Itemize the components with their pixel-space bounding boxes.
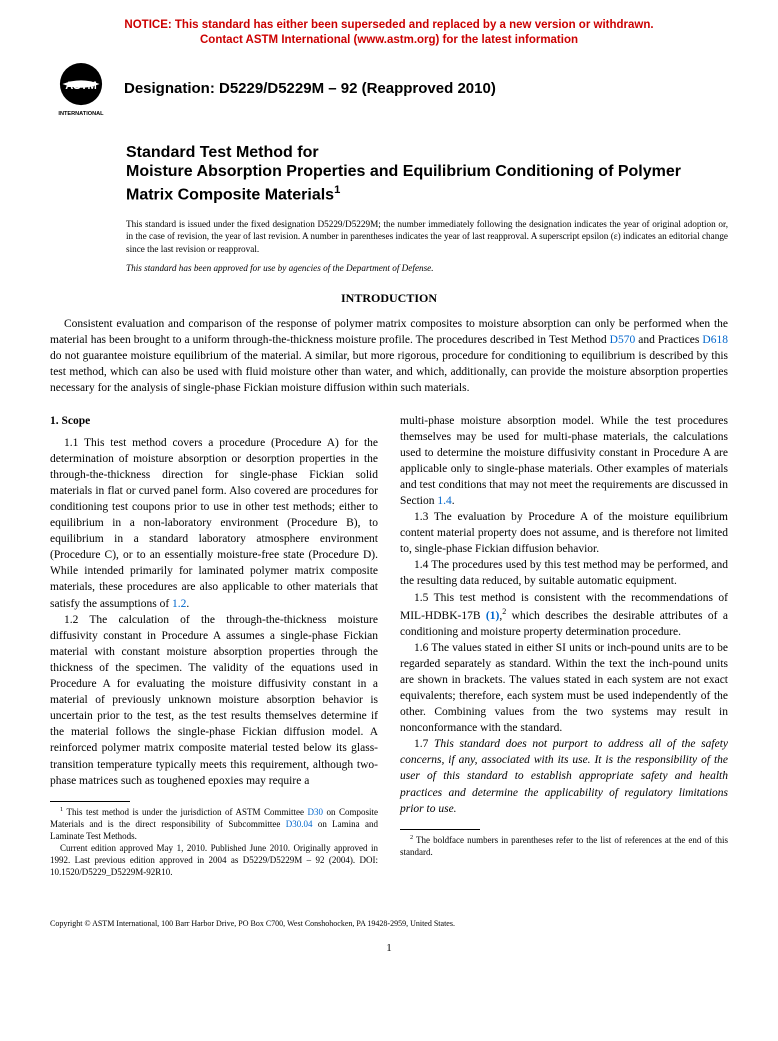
notice-banner: NOTICE: This standard has either been su… [50,18,728,48]
footnote-separator-right [400,829,480,830]
para-1-4: 1.4 The procedures used by this test met… [400,557,728,589]
two-column-body: 1. Scope 1.1 This test method covers a p… [50,413,728,879]
para-1-5: 1.5 This test method is consistent with … [400,590,728,640]
p17: This standard does not purport to addres… [400,738,728,814]
copyright-text: Copyright © ASTM International, 100 Barr… [50,919,728,928]
link-1-2[interactable]: 1.2 [172,598,186,610]
header-row: ASTM INTERNATIONAL Designation: D5229/D5… [50,58,728,120]
intro-link-d570[interactable]: D570 [610,334,636,346]
para-1-7: 1.7 This standard does not purport to ad… [400,736,728,816]
right-column: multi-phase moisture absorption model. W… [400,413,728,879]
introduction-body: Consistent evaluation and comparison of … [50,316,728,396]
title-main-text: Moisture Absorption Properties and Equil… [126,163,681,203]
astm-logo-icon: ASTM INTERNATIONAL [50,58,112,120]
intro-p2: and Practices [635,334,702,346]
footnote-2: 2 The boldface numbers in parentheses re… [400,834,728,858]
title-superscript: 1 [334,184,340,196]
title-main: Moisture Absorption Properties and Equil… [126,162,728,206]
page-number: 1 [50,942,728,954]
para-1-1: 1.1 This test method covers a procedure … [50,435,378,612]
footnote-1: 1 This test method is under the jurisdic… [50,806,378,842]
f2: The boldface numbers in parentheses refe… [400,835,728,857]
footnote-link-d30-04[interactable]: D30.04 [286,819,313,829]
notice-line2: Contact ASTM International (www.astm.org… [200,34,578,46]
intro-p3: do not guarantee moisture equilibrium of… [50,350,728,394]
defense-note: This standard has been approved for use … [126,263,728,273]
svg-text:ASTM: ASTM [65,80,97,92]
title-prefix: Standard Test Method for [126,144,728,162]
designation-text: Designation: D5229/D5229M – 92 (Reapprov… [124,80,496,97]
footnote-separator-left [50,801,130,802]
scope-heading: 1. Scope [50,413,378,429]
para-1-2-cont: multi-phase moisture absorption model. W… [400,413,728,510]
issue-note: This standard is issued under the fixed … [126,218,728,255]
svg-text:INTERNATIONAL: INTERNATIONAL [58,111,104,117]
notice-line1: NOTICE: This standard has either been su… [124,19,653,31]
para-1-2: 1.2 The calculation of the through-the-t… [50,612,378,789]
para-1-3: 1.3 The evaluation by Procedure A of the… [400,509,728,557]
p12d: . [452,495,455,507]
left-column: 1. Scope 1.1 This test method covers a p… [50,413,378,879]
footnote-link-d30[interactable]: D30 [307,807,323,817]
standard-page: NOTICE: This standard has either been su… [0,0,778,984]
ref-1[interactable]: (1) [486,609,499,621]
p11a: 1.1 This test method covers a procedure … [50,437,378,610]
p12c: multi-phase moisture absorption model. W… [400,415,728,507]
intro-link-d618[interactable]: D618 [702,334,728,346]
title-block: Standard Test Method for Moisture Absorp… [126,144,728,273]
para-1-6: 1.6 The values stated in either SI units… [400,640,728,737]
link-1-4[interactable]: 1.4 [437,495,451,507]
introduction-heading: INTRODUCTION [50,291,728,306]
f1a: This test method is under the jurisdicti… [63,807,307,817]
footnote-1-edition: Current edition approved May 1, 2010. Pu… [50,842,378,878]
p11b: . [186,598,189,610]
